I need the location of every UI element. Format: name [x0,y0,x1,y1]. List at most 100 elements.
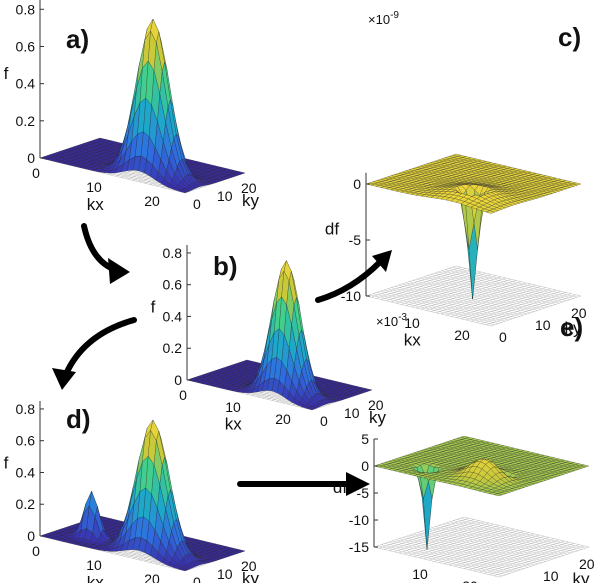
z-tick-label: 0.8 [16,401,36,417]
z-tick-label: -10 [341,288,361,304]
arrow-head-d-e-icon [346,472,370,496]
floor-gridline [473,540,565,572]
floor-gridline [433,531,525,562]
floor-gridline [416,278,542,310]
z-tick-label: 0 [353,176,361,192]
x-tick-label: 20 [462,578,478,583]
z-axis-label: df [325,219,339,238]
floor-gridline [456,519,582,550]
floor-gridline [375,268,467,299]
y-tick-label: 20 [241,180,257,196]
floor-gridline [380,269,472,300]
floor-gridline [391,540,518,572]
y-axis-label: ky [242,191,260,210]
z-tick-label: 0.4 [16,464,36,480]
floor-gridline [493,545,585,577]
y-tick-label: 20 [241,558,257,574]
multiplier-e-base: ×10 [376,314,398,329]
floor-gridline [449,521,575,553]
floor-gridline [405,275,497,306]
floor-gridline [445,522,572,554]
floor-gridline [400,274,492,305]
z-tick-label: 0.6 [16,433,36,449]
z-tick-label: 0.6 [16,38,36,54]
floor-gridline [420,278,512,310]
x-tick-label: 20 [144,193,160,209]
floor-gridline [475,292,567,323]
floor-gridline [370,266,462,298]
z-tick-label: 0 [174,372,182,388]
floor-gridline [428,529,520,561]
floor-gridline [377,545,503,577]
z-axis-label: f [4,454,9,473]
floor-gridline [455,265,582,297]
floor-gridline [419,277,546,309]
floor-gridline [485,294,577,326]
surface-patch [306,407,315,411]
floor-gridline [463,538,555,569]
arrow-heads [52,250,392,496]
x-tick-label: 0 [32,165,40,181]
floor-gridline [498,546,590,578]
floor-gridline [430,274,556,305]
floor-gridline [438,525,564,556]
surface-patch [485,210,495,214]
y-tick-label: 0 [320,413,328,429]
x-axis-label: kx [225,415,243,434]
x-axis-label: kx [87,195,105,214]
floor-gridline [483,543,575,574]
z-tick-label: 0 [27,528,35,544]
floor-gridline [431,527,557,559]
z-tick-label: 0.4 [16,76,36,92]
floor-gridline [460,288,552,320]
floor-gridline [478,541,570,573]
floor-gridline [425,280,517,311]
floor-gridline [468,539,560,571]
floor-gridline [365,265,457,297]
floor-gridline [435,282,527,314]
panel-e: 50-5-10-15102001020kxkydf e) ×10-3 [333,312,595,583]
y-axis-label: ky [369,408,387,427]
arrow-head-b-d-icon [52,368,76,390]
panel-b: 0 0.2 0.4 0.6 0.8 0 10 20 0 10 20 kx ky f b) [151,245,387,434]
floor-gridline [408,525,500,556]
y-tick-label: 20 [571,305,587,321]
floor-gridline [430,281,522,312]
floor-gridline [391,287,517,318]
floor-gridline [393,521,485,553]
x-tick-label: 20 [454,327,470,343]
floor-gridline [460,517,586,549]
floor-gridline [412,280,538,311]
floor-gridline [390,271,482,303]
x-tick-label: 0 [179,387,187,403]
multiplier-c-base: ×10 [368,12,390,27]
y-tick-label: 10 [535,317,551,333]
floor-gridline [403,523,495,555]
panel-a: 0 0.2 0.4 0.6 0.8 0 10 20 0 10 20 kx ky f a) [4,0,260,214]
y-tick-label: 10 [217,188,233,204]
flow-arrows [63,223,383,487]
floor-gridline [445,284,537,316]
y-tick-label: 20 [368,397,384,413]
floor-gridline [463,516,590,548]
floor-gridline [445,269,571,300]
panel-label-a: a) [66,24,89,54]
z-tick-label: 0.2 [16,496,36,512]
floor-gridline [383,519,475,550]
floor-gridline [369,294,495,326]
x-axis-label: kx [404,331,422,350]
z-tick-label: 0 [27,150,35,166]
y-tick-label: 20 [579,556,595,572]
floor-gridline [470,290,562,322]
floor-gridline [453,520,579,551]
floor-gridline [490,295,582,327]
floor-gridline [488,544,580,575]
floor-gridline [384,543,510,574]
floor-gridline [373,516,465,548]
floor-gridline [453,535,545,567]
arrow-head-b-c-icon [372,250,392,272]
panel-label-d: d) [66,404,91,434]
z-axis-label: f [151,298,156,317]
floor-gridline [435,526,561,557]
